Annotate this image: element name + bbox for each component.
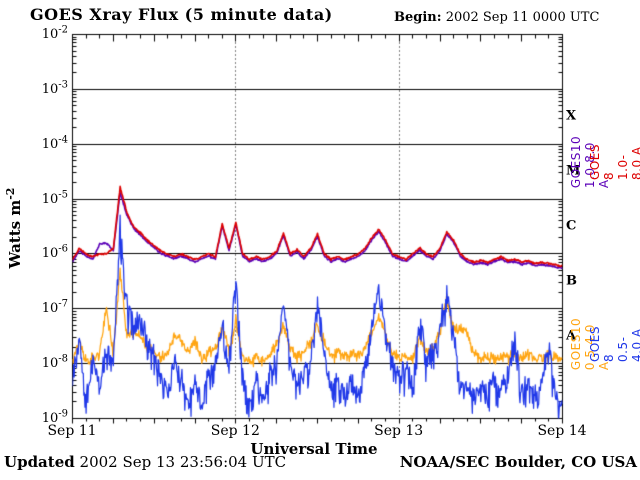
y-axis-tick-labels: 10-2 10-3 10-4 10-5 10-6 10-7 10-8 10-9 <box>0 0 68 480</box>
begin-row: Begin: 2002 Sep 11 0000 UTC <box>394 10 599 25</box>
x-tick-label: Sep 13 <box>374 423 424 439</box>
y-tick-label: 10-8 <box>41 353 68 371</box>
y-tick-label: 10-2 <box>41 24 68 42</box>
y-tick-label: 10-3 <box>41 79 68 97</box>
y-tick-label: 10-5 <box>41 189 68 207</box>
y-tick-label: 10-6 <box>41 243 68 262</box>
y-tick-label: 10-9 <box>41 408 68 426</box>
y-axis-title: Watts m-2 <box>4 187 24 269</box>
chart-title: GOES Xray Flux (5 minute data) <box>30 5 333 24</box>
flare-class-letter: X <box>566 108 577 124</box>
y-tick-label: 10-4 <box>41 134 68 152</box>
updated-timestamp: Updated 2002 Sep 13 23:56:04 UTC <box>4 453 286 471</box>
flare-class-letter: A <box>566 328 577 344</box>
x-axis-tick-labels: Sep 11 Sep 12 Sep 13 Sep 14 <box>0 423 640 441</box>
y-tick-label: 10-7 <box>41 298 68 317</box>
x-tick-label: Sep 14 <box>537 423 587 439</box>
x-tick-label: Sep 11 <box>47 423 97 439</box>
flare-class-letter: B <box>566 273 577 289</box>
begin-value: 2002 Sep 11 0000 UTC <box>445 10 600 25</box>
x-tick-label: Sep 12 <box>210 423 260 439</box>
flare-class-letter: M <box>566 163 581 179</box>
series-label: GOES 8 0.5-4.0 A <box>588 326 640 362</box>
credit-text: NOAA/SEC Boulder, CO USA <box>399 453 637 471</box>
updated-value: 2002 Sep 13 23:56:04 UTC <box>79 453 287 471</box>
series-label: GOES 8 1.0-8.0 A <box>588 144 640 180</box>
begin-label: Begin: <box>394 10 442 25</box>
updated-label: Updated <box>4 453 75 471</box>
flare-class-letter: C <box>566 218 577 234</box>
x-axis-title: Universal Time <box>250 440 378 458</box>
